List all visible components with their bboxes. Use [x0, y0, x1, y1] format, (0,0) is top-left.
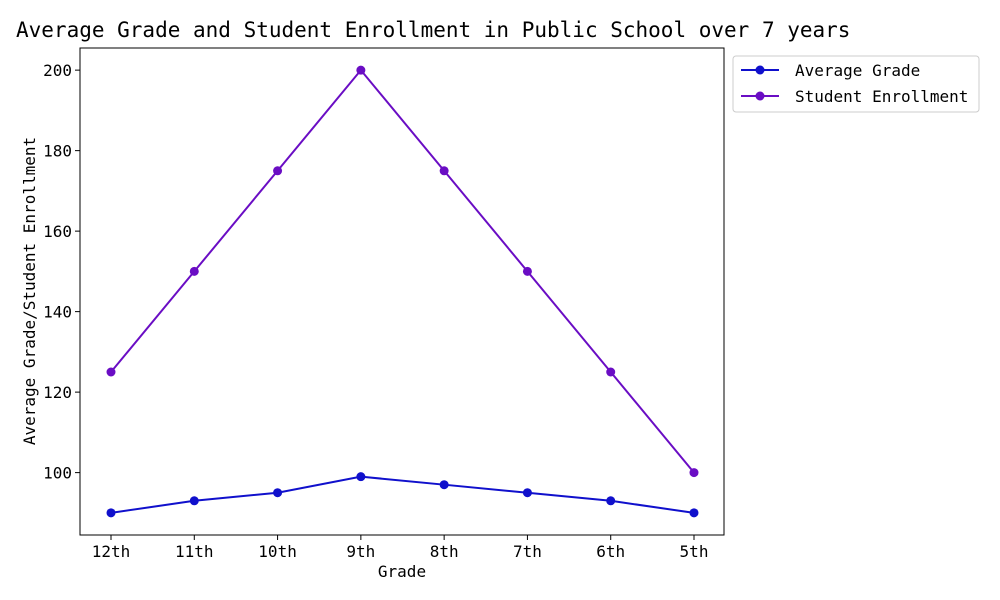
series-student-enrollment: [106, 65, 699, 478]
series-layer: [106, 65, 699, 518]
legend-label: Student Enrollment: [795, 87, 968, 106]
data-point: [106, 508, 116, 518]
data-point: [689, 508, 699, 518]
legend-marker: [755, 65, 765, 75]
y-tick-label: 120: [43, 383, 72, 402]
legend-label: Average Grade: [795, 61, 920, 80]
legend: Average Grade Student Enrollment: [732, 55, 980, 113]
series-average-grade: [106, 472, 699, 518]
x-axis-label: Grade: [378, 562, 426, 581]
data-point: [522, 266, 532, 276]
data-point: [439, 480, 449, 490]
legend-item-average-grade: Average Grade: [741, 61, 920, 80]
y-tick-label: 180: [43, 142, 72, 161]
data-point: [273, 166, 283, 176]
legend-frame: [732, 55, 980, 113]
x-tick-label: 8th: [430, 542, 459, 561]
data-point: [606, 367, 616, 377]
data-point: [356, 65, 366, 75]
data-point: [522, 488, 532, 498]
data-point: [106, 367, 116, 377]
y-axis-label: Average Grade/Student Enrollment: [20, 137, 39, 445]
x-tick-label: 11th: [175, 542, 214, 561]
data-point: [606, 496, 616, 506]
data-point: [189, 496, 199, 506]
y-tick-label: 200: [43, 61, 72, 80]
series-line: [110, 68, 695, 474]
plot-frame: [79, 47, 725, 536]
legend-item-student-enrollment: Student Enrollment: [741, 87, 968, 106]
data-point: [189, 266, 199, 276]
data-point: [356, 472, 366, 482]
x-tick-label: 7th: [513, 542, 542, 561]
x-tick-label: 5th: [680, 542, 709, 561]
y-tick-label: 140: [43, 303, 72, 322]
y-tick-label: 100: [43, 464, 72, 483]
y-tick-label: 160: [43, 222, 72, 241]
x-tick-label: 9th: [346, 542, 375, 561]
y-axis: 100 120 140 160 180 200: [43, 61, 80, 483]
legend-marker: [755, 91, 765, 101]
chart-title: Average Grade and Student Enrollment in …: [16, 18, 850, 42]
x-axis: 12th 11th 10th 9th 8th 7th 6th 5th: [92, 535, 709, 561]
series-line: [110, 475, 695, 514]
data-point: [689, 468, 699, 478]
x-tick-label: 10th: [258, 542, 297, 561]
x-tick-label: 6th: [596, 542, 625, 561]
data-point: [439, 166, 449, 176]
x-tick-label: 12th: [92, 542, 131, 561]
data-point: [273, 488, 283, 498]
